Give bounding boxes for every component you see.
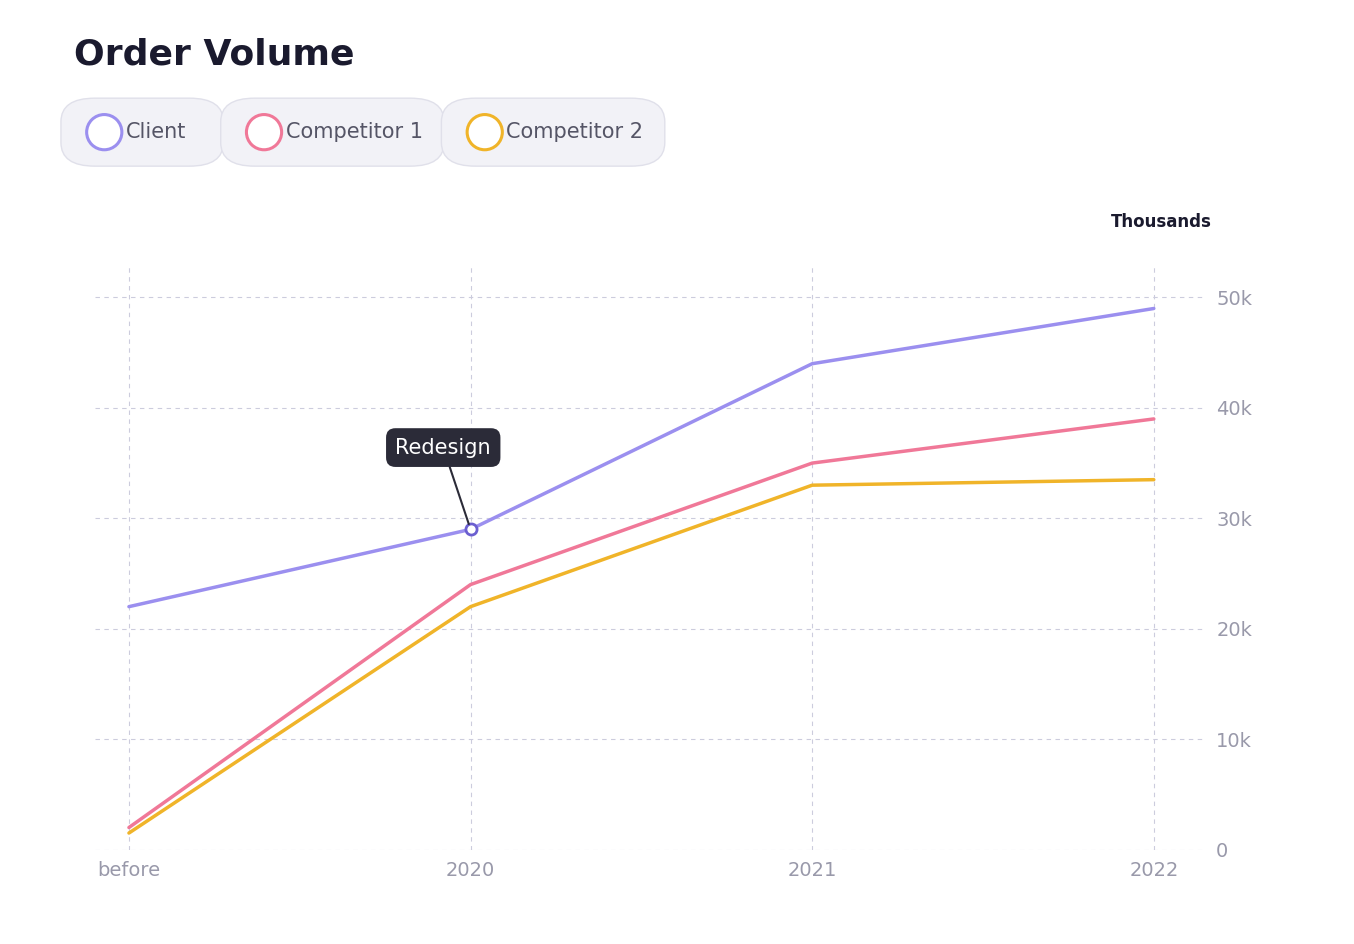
Text: Order Volume: Order Volume <box>74 38 355 72</box>
Text: Competitor 2: Competitor 2 <box>506 122 643 143</box>
Text: Redesign: Redesign <box>395 438 492 524</box>
Text: Competitor 1: Competitor 1 <box>286 122 422 143</box>
Text: Client: Client <box>126 122 187 143</box>
Text: Thousands: Thousands <box>1110 213 1212 231</box>
